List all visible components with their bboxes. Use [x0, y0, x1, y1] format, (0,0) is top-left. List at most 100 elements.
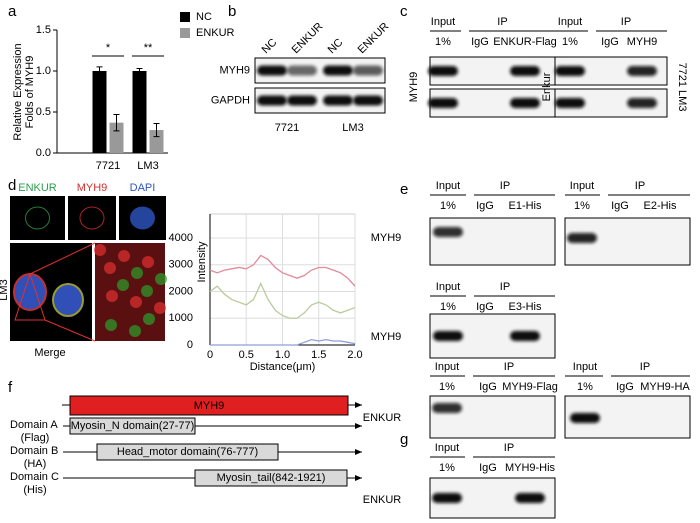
y-axis-label: Folds of MYH9	[24, 56, 36, 129]
protein-bar	[69, 395, 349, 416]
lane-label: 1%	[562, 36, 578, 48]
lane-label: IgG	[476, 301, 494, 313]
texture	[143, 313, 155, 325]
merge-label: Merge	[34, 347, 65, 359]
blot-header: Input	[431, 16, 455, 28]
blot-header: IP	[621, 16, 631, 28]
row-label: ENKUR	[363, 494, 402, 506]
blot-header: Input	[558, 16, 582, 28]
series-line	[209, 281, 356, 319]
blot-band	[287, 65, 317, 76]
bar	[149, 130, 164, 153]
texture	[129, 325, 141, 337]
legend-label: ENKUR	[196, 27, 235, 39]
lane-label: IgG	[476, 200, 494, 212]
panel-label: g	[400, 431, 408, 448]
channel-label: MYH9	[77, 182, 108, 194]
blot-header: Input	[570, 180, 594, 192]
blot-band	[433, 227, 463, 237]
blot-header: Input	[436, 281, 460, 293]
zoom-outline	[14, 272, 46, 321]
blot-header: IP	[500, 180, 510, 192]
blot-header: IP	[504, 361, 514, 373]
lane-label: 1%	[439, 381, 455, 393]
lane-label: MYH9-Flag	[502, 381, 558, 393]
domain-tag: (HA)	[24, 458, 47, 470]
y-tick-label: 0	[187, 339, 193, 351]
lane-label: MYH9-His	[505, 462, 556, 474]
y-tick-label: 2000	[169, 285, 193, 297]
blot-band	[257, 95, 287, 106]
channel-label: DAPI	[130, 182, 156, 194]
panel-label: a	[8, 3, 17, 20]
texture	[106, 290, 118, 302]
lane-label: IgG	[601, 36, 619, 48]
legend-label: NC	[196, 11, 212, 23]
series-line	[210, 338, 356, 346]
blot-band	[510, 98, 540, 108]
y-tick-label: 0.0	[36, 147, 51, 159]
blot-header: IP	[497, 16, 507, 28]
cell	[13, 273, 47, 311]
blot-band	[257, 65, 287, 76]
x-tick-label: 0	[207, 349, 213, 361]
cell-line-label: 7721 LM3	[676, 63, 688, 112]
error-bar	[136, 68, 143, 74]
row-label: MYH9	[219, 64, 250, 76]
blot-band	[353, 65, 383, 76]
x-tick-label: LM3	[137, 160, 158, 172]
lane-label: NC	[260, 36, 280, 56]
cell-line-label: LM3	[0, 279, 10, 300]
domain-label: Myosin_tail(842-1921)	[217, 472, 326, 484]
cell	[52, 283, 84, 317]
lane-label: 1%	[440, 301, 456, 313]
bar	[92, 71, 107, 153]
blot-strip	[429, 217, 556, 266]
domain-label: Head_motor domain(76-777)	[117, 446, 258, 458]
texture	[141, 285, 153, 297]
blot-header: IP	[500, 281, 510, 293]
significance: *	[106, 42, 111, 54]
error-bar	[153, 122, 160, 138]
blot-band	[627, 66, 657, 76]
row-label: GAPDH	[211, 94, 250, 106]
micrograph	[10, 196, 65, 240]
channel-label: ENKUR	[18, 182, 57, 194]
cell	[25, 206, 50, 230]
domain-name: Domain B	[10, 445, 58, 457]
blot-band	[555, 98, 585, 108]
lane-label: MYH9	[627, 36, 658, 48]
y-axis-label: Intensity	[196, 241, 208, 282]
domain-box	[69, 417, 196, 435]
blot-header: IP	[635, 180, 645, 192]
x-tick-label: 1.0	[275, 349, 290, 361]
blot-band	[323, 95, 353, 106]
blot-header: IP	[504, 442, 514, 454]
texture	[105, 319, 117, 331]
row-label: ENKUR	[363, 412, 402, 424]
x-axis-label: Distance(μm)	[250, 361, 316, 373]
error-bar	[113, 113, 120, 132]
blot-band	[510, 66, 540, 76]
domain-name: Domain A	[10, 419, 58, 431]
domain-label: Myosin_N domain(27-77)	[71, 420, 195, 432]
y-axis-label: Relative Expression	[12, 43, 24, 140]
cell-line-label: 7721	[275, 122, 299, 134]
y-tick-label: 1.5	[36, 24, 51, 36]
bar	[109, 122, 124, 153]
x-tick-label: 2.0	[347, 349, 362, 361]
texture	[118, 250, 130, 262]
panel-label: b	[228, 3, 236, 20]
domain-tag: (Flag)	[21, 432, 50, 444]
domain-tag: (His)	[23, 484, 46, 496]
blot-band	[428, 66, 458, 76]
texture	[131, 267, 143, 279]
lane-label: 1%	[440, 200, 456, 212]
cell-line-label: LM3	[342, 122, 363, 134]
lane-label: E2-His	[643, 200, 677, 212]
significance: **	[144, 42, 153, 54]
x-tick-label: 7721	[96, 160, 120, 172]
lane-label: IgG	[479, 381, 497, 393]
lane-label: 1%	[574, 200, 590, 212]
